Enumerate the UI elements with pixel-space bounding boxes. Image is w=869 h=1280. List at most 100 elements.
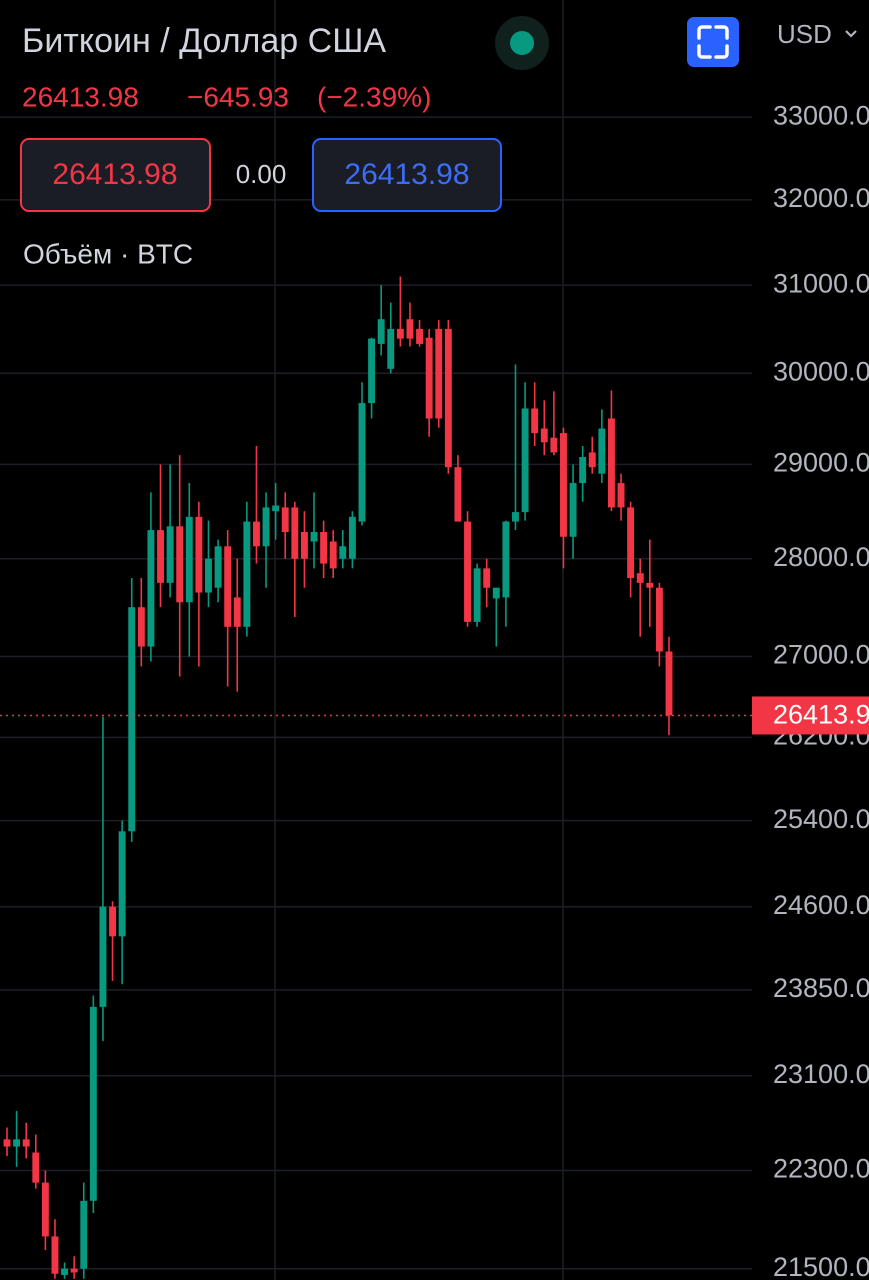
candle-body	[300, 532, 308, 559]
y-tick-label: 33000.00	[773, 100, 869, 130]
candle-body	[185, 516, 193, 603]
candle-body	[396, 328, 404, 339]
candle-body	[358, 403, 366, 522]
candle-body	[157, 530, 164, 583]
button-bg[interactable]	[687, 17, 739, 67]
candle-body	[339, 546, 347, 559]
candle-body	[425, 337, 433, 419]
candle-body	[109, 906, 116, 937]
candle-body	[607, 418, 615, 508]
candle-body	[281, 507, 289, 533]
currency-selector[interactable]: USD	[777, 19, 857, 49]
candle-body	[51, 1236, 59, 1274]
candle-body	[262, 507, 270, 547]
candle-body	[540, 428, 548, 443]
y-tick-label: 29000.00	[773, 448, 869, 478]
candle-body	[560, 433, 567, 537]
candle-body	[329, 541, 337, 569]
candle-body	[310, 532, 318, 542]
last-price-tag-label: 26413.98	[773, 700, 869, 730]
candle-body	[147, 530, 155, 647]
buy-box[interactable]	[312, 138, 502, 212]
candle-body	[550, 437, 558, 453]
candle-body	[368, 338, 376, 404]
candle-body	[233, 597, 241, 627]
candle-body	[252, 521, 260, 547]
y-tick-label: 32000.00	[773, 183, 869, 213]
candle-body	[32, 1152, 40, 1183]
candle-body	[646, 582, 654, 588]
y-tick-label: 30000.00	[773, 356, 869, 386]
fullscreen-icon	[697, 25, 729, 59]
bid-price[interactable]: 26413.98	[52, 158, 177, 191]
price-axis: 33000.00 32000.00 31000.00 30000.00 29000.00…	[752, 100, 869, 1280]
y-tick-label: 21500.00	[773, 1252, 869, 1280]
y-tick-label: 23850.00	[773, 973, 869, 1003]
sell-button[interactable]: 26413.98	[20, 138, 211, 212]
candle-body	[224, 546, 232, 627]
candle-body	[348, 516, 356, 559]
price-change-percent: (−2.39%)	[317, 81, 431, 112]
ask-price[interactable]: 26413.98	[344, 158, 469, 191]
candle-body	[166, 526, 174, 583]
candle-body	[195, 516, 203, 593]
candle-body	[272, 505, 280, 512]
candle-body	[320, 532, 328, 564]
candle-body	[99, 906, 107, 1007]
symbol-title: Биткоин / Доллар США	[22, 22, 386, 60]
candle-body	[492, 587, 500, 599]
y-tick-label: 23100.00	[773, 1059, 869, 1089]
y-tick-label: 27000.00	[773, 640, 869, 670]
candle-body	[406, 319, 414, 339]
candle-body	[176, 526, 184, 603]
last-price: 26413.98	[22, 81, 139, 112]
candle-body	[70, 1268, 78, 1273]
candle-body	[617, 483, 625, 508]
candle-body	[416, 328, 424, 344]
candle-body	[435, 328, 443, 419]
last-price-tag	[752, 696, 869, 735]
y-tick-label: 28000.00	[773, 542, 869, 572]
spread: 0.00	[236, 159, 287, 189]
volume-label: Объём · BTC	[23, 238, 193, 269]
candle-body	[627, 507, 635, 579]
candle-body	[3, 1139, 11, 1147]
candle-body	[464, 521, 471, 622]
candle-body	[118, 831, 126, 937]
y-tick-label: 25400.00	[773, 804, 869, 834]
candle-body	[137, 607, 145, 647]
candle-body	[483, 568, 491, 588]
candle-body	[512, 512, 519, 522]
candle-body	[655, 587, 663, 652]
candle-body	[531, 408, 539, 434]
sell-box[interactable]	[20, 138, 211, 212]
candle-body	[41, 1182, 49, 1237]
candle-body	[377, 319, 385, 344]
candle-body	[291, 507, 299, 559]
candle-body	[61, 1268, 69, 1275]
candle-body	[22, 1139, 30, 1147]
candle-body	[454, 467, 462, 522]
price-change: −645.93	[187, 81, 289, 112]
candle-body	[214, 546, 222, 588]
candle-body	[387, 328, 395, 369]
header: Биткоин / Доллар США USD 26413.98 −645.9…	[20, 16, 857, 269]
buy-button[interactable]: 26413.98	[312, 138, 502, 212]
candle-body	[473, 568, 481, 622]
plot-area	[0, 276, 752, 1279]
candle-body	[579, 457, 587, 484]
candle-body	[243, 521, 251, 627]
fullscreen-button[interactable]	[687, 17, 739, 67]
grid	[0, 0, 752, 1280]
candle-body	[444, 328, 452, 468]
currency[interactable]: USD	[777, 19, 832, 49]
candle-body	[588, 452, 596, 468]
candle-body	[569, 483, 577, 537]
candle-body	[665, 651, 673, 716]
candle-body	[636, 573, 644, 583]
candle-body	[598, 428, 606, 474]
candle-body	[205, 558, 212, 593]
